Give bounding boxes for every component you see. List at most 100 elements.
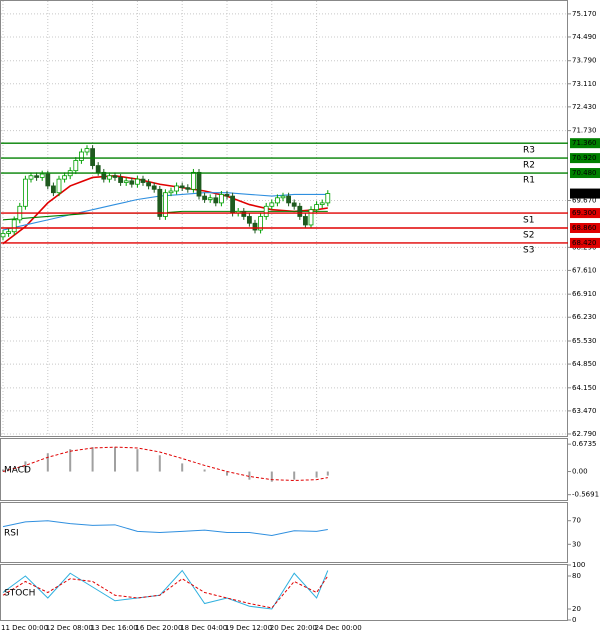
level-tag — [570, 138, 600, 149]
level-tag — [570, 153, 600, 164]
y-tick-label: 73.790 — [572, 57, 597, 65]
x-tick-label: 18 Dec 04:00 — [180, 624, 227, 632]
last-price-tag — [570, 188, 600, 199]
histogram-bar — [270, 471, 273, 482]
candle-body — [269, 202, 275, 207]
candle-body — [168, 190, 174, 194]
candle-body — [112, 175, 118, 178]
last-price: 69.875 — [572, 190, 597, 198]
candle-body — [314, 204, 320, 211]
candle-body — [308, 209, 314, 226]
candle-body — [230, 195, 236, 214]
histogram-bar — [46, 453, 49, 472]
level-name: S3 — [523, 245, 534, 255]
candle-body — [51, 185, 56, 194]
stoch-panel — [0, 564, 568, 621]
candle-body — [134, 178, 140, 185]
y-tick-label: 75.170 — [572, 10, 597, 18]
macd-panel — [0, 438, 568, 501]
level-value: 70.480 — [572, 169, 597, 177]
indicator-line — [2, 446, 328, 481]
level-name: R3 — [523, 146, 535, 156]
histogram-bar — [158, 455, 161, 472]
y-tick-label: 64.150 — [572, 384, 597, 392]
y-tick-label: 74.490 — [572, 33, 597, 41]
y-tick-label: 65.530 — [572, 337, 597, 345]
histogram-bar — [91, 447, 94, 472]
candle-body — [45, 173, 51, 187]
moving-average — [2, 210, 328, 221]
candle-body — [297, 205, 303, 217]
y-tick-label: 100 — [572, 561, 585, 569]
candle-body — [263, 205, 269, 217]
candle-body — [224, 194, 230, 197]
candle-body — [90, 148, 95, 166]
level-tag — [570, 237, 600, 248]
candle-body — [190, 171, 196, 190]
y-tick-label: 69.670 — [572, 197, 597, 205]
candle-body — [179, 185, 185, 189]
candle-body — [79, 151, 84, 161]
candle-body — [213, 197, 219, 204]
candle-body — [274, 197, 280, 204]
candle-body — [319, 202, 325, 205]
indicator-title: RSI — [4, 529, 19, 539]
level-tag — [570, 168, 600, 179]
candle-body — [157, 188, 163, 217]
candle-body — [95, 165, 101, 173]
candle-body — [174, 185, 180, 192]
candle-body — [34, 175, 39, 178]
histogram-bar — [315, 471, 318, 478]
candle-body — [140, 178, 146, 183]
candle-body — [73, 160, 79, 172]
y-tick-label: 62.790 — [572, 430, 597, 438]
indicator-title: STOCH — [4, 589, 35, 599]
indicator-line — [2, 520, 328, 536]
candle-body — [22, 178, 28, 207]
y-tick-label: 67.610 — [572, 266, 597, 274]
candle-body — [84, 148, 90, 153]
level-value: 68.860 — [572, 224, 597, 232]
candle-body — [196, 171, 202, 197]
x-tick-label: 16 Dec 20:00 — [135, 624, 182, 632]
candle-body — [6, 231, 11, 234]
y-tick-label: 71.730 — [572, 127, 597, 135]
candle-body — [258, 216, 264, 231]
histogram-bar — [136, 449, 139, 472]
candle-body — [252, 222, 258, 231]
candle-body — [325, 193, 331, 204]
level-value: 69.300 — [572, 209, 597, 217]
y-tick-label: 66.230 — [572, 313, 597, 321]
y-tick-label: 73.110 — [572, 80, 597, 88]
y-tick-label: -0.5691 — [572, 491, 599, 499]
indicator-line — [2, 569, 329, 610]
indicator-title: MACD — [4, 466, 31, 476]
candle-body — [123, 180, 129, 183]
histogram-bar — [248, 471, 251, 480]
y-tick-label: 70 — [572, 517, 581, 525]
level-name: R1 — [523, 176, 535, 186]
level-name: S1 — [523, 216, 534, 226]
y-tick-label: 72.430 — [572, 103, 597, 111]
level-value: 70.920 — [572, 154, 597, 162]
candle-body — [291, 202, 297, 207]
candle-body — [280, 195, 286, 199]
y-tick-label: 64.850 — [572, 360, 597, 368]
candle-body — [218, 194, 224, 204]
histogram-bar — [69, 449, 72, 472]
candle-body — [62, 175, 67, 180]
x-tick-label: 20 Dec 20:00 — [270, 624, 317, 632]
candle-body — [151, 185, 157, 190]
y-tick-label: 0.6735 — [572, 440, 597, 448]
main-panel — [0, 0, 568, 437]
candle-body — [302, 216, 308, 226]
level-name: S2 — [523, 231, 534, 241]
candle-body — [286, 195, 292, 204]
y-tick-label: 66.910 — [572, 290, 597, 298]
histogram-bar — [181, 463, 184, 472]
y-tick-label: 80 — [572, 572, 581, 580]
candle-body — [39, 173, 45, 178]
x-tick-label: 24 Dec 00:00 — [315, 624, 362, 632]
candle-body — [0, 233, 6, 238]
